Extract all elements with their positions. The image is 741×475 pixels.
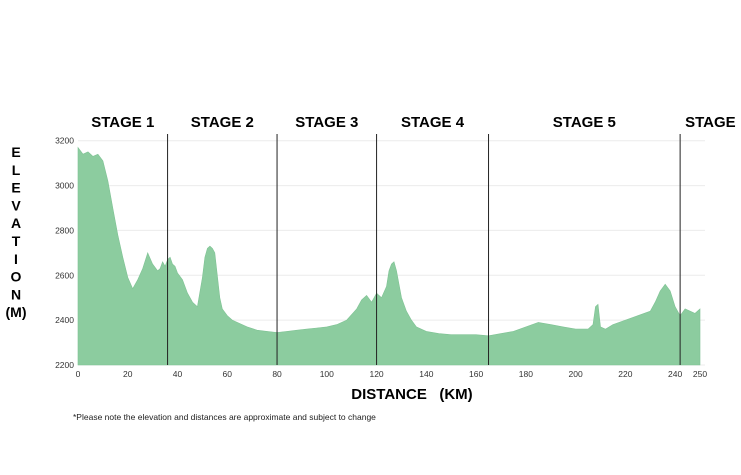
footnote: *Please note the elevation and distances… [73, 412, 376, 422]
x-tick-label: 20 [123, 369, 133, 379]
stage-label-6: STAGE [685, 114, 736, 131]
y-axis-title-letter: E [11, 144, 20, 160]
x-tick-label: 60 [223, 369, 233, 379]
x-tick-label: 40 [173, 369, 183, 379]
y-axis-title-letter: O [11, 269, 22, 285]
y-axis-title-letter: N [11, 286, 21, 302]
y-tick-label: 2800 [55, 225, 74, 235]
y-tick-label: 2600 [55, 270, 74, 280]
y-tick-label: 2200 [55, 360, 74, 370]
y-axis-title-letter: T [12, 233, 21, 249]
x-axis-title: DISTANCE (KM) [351, 386, 472, 403]
y-tick-label: 3000 [55, 181, 74, 191]
x-tick-label: 250 [693, 369, 707, 379]
x-tick-label: 80 [272, 369, 282, 379]
x-tick-label: 240 [668, 369, 682, 379]
x-tick-label: 120 [369, 369, 383, 379]
x-tick-label: 140 [419, 369, 433, 379]
x-tick-label: 0 [76, 369, 81, 379]
stage-label-2: STAGE 2 [191, 114, 254, 131]
stage-labels: STAGE 1 STAGE 2 STAGE 3 STAGE 4 STAGE 5 STAGE [91, 114, 735, 131]
stage-label-1: STAGE 1 [91, 114, 154, 131]
stage-dividers [167, 134, 681, 365]
y-tick-label: 2400 [55, 315, 74, 325]
elevation-area [77, 146, 701, 366]
x-axis-ticks: 0 20 40 60 80 100 120 140 160 180 200 220 240 250 [76, 369, 708, 379]
y-axis-title-letter: V [11, 197, 21, 213]
y-axis-ticks: 2200 2400 2600 2800 3000 3200 [55, 136, 74, 370]
stage-label-3: STAGE 3 [295, 114, 358, 131]
y-axis-title-letter: (M) [6, 304, 27, 320]
x-tick-label: 220 [618, 369, 632, 379]
y-axis-title-letter: E [11, 180, 20, 196]
y-axis-title-letter: A [11, 215, 21, 231]
y-axis-title-letter: I [14, 251, 18, 267]
x-tick-label: 200 [569, 369, 583, 379]
x-tick-label: 160 [469, 369, 483, 379]
stage-label-4: STAGE 4 [401, 114, 465, 131]
y-tick-label: 3200 [55, 136, 74, 146]
x-tick-label: 180 [519, 369, 533, 379]
x-tick-label: 100 [320, 369, 334, 379]
stage-label-5: STAGE 5 [553, 114, 616, 131]
y-axis-title-letter: L [12, 162, 21, 178]
